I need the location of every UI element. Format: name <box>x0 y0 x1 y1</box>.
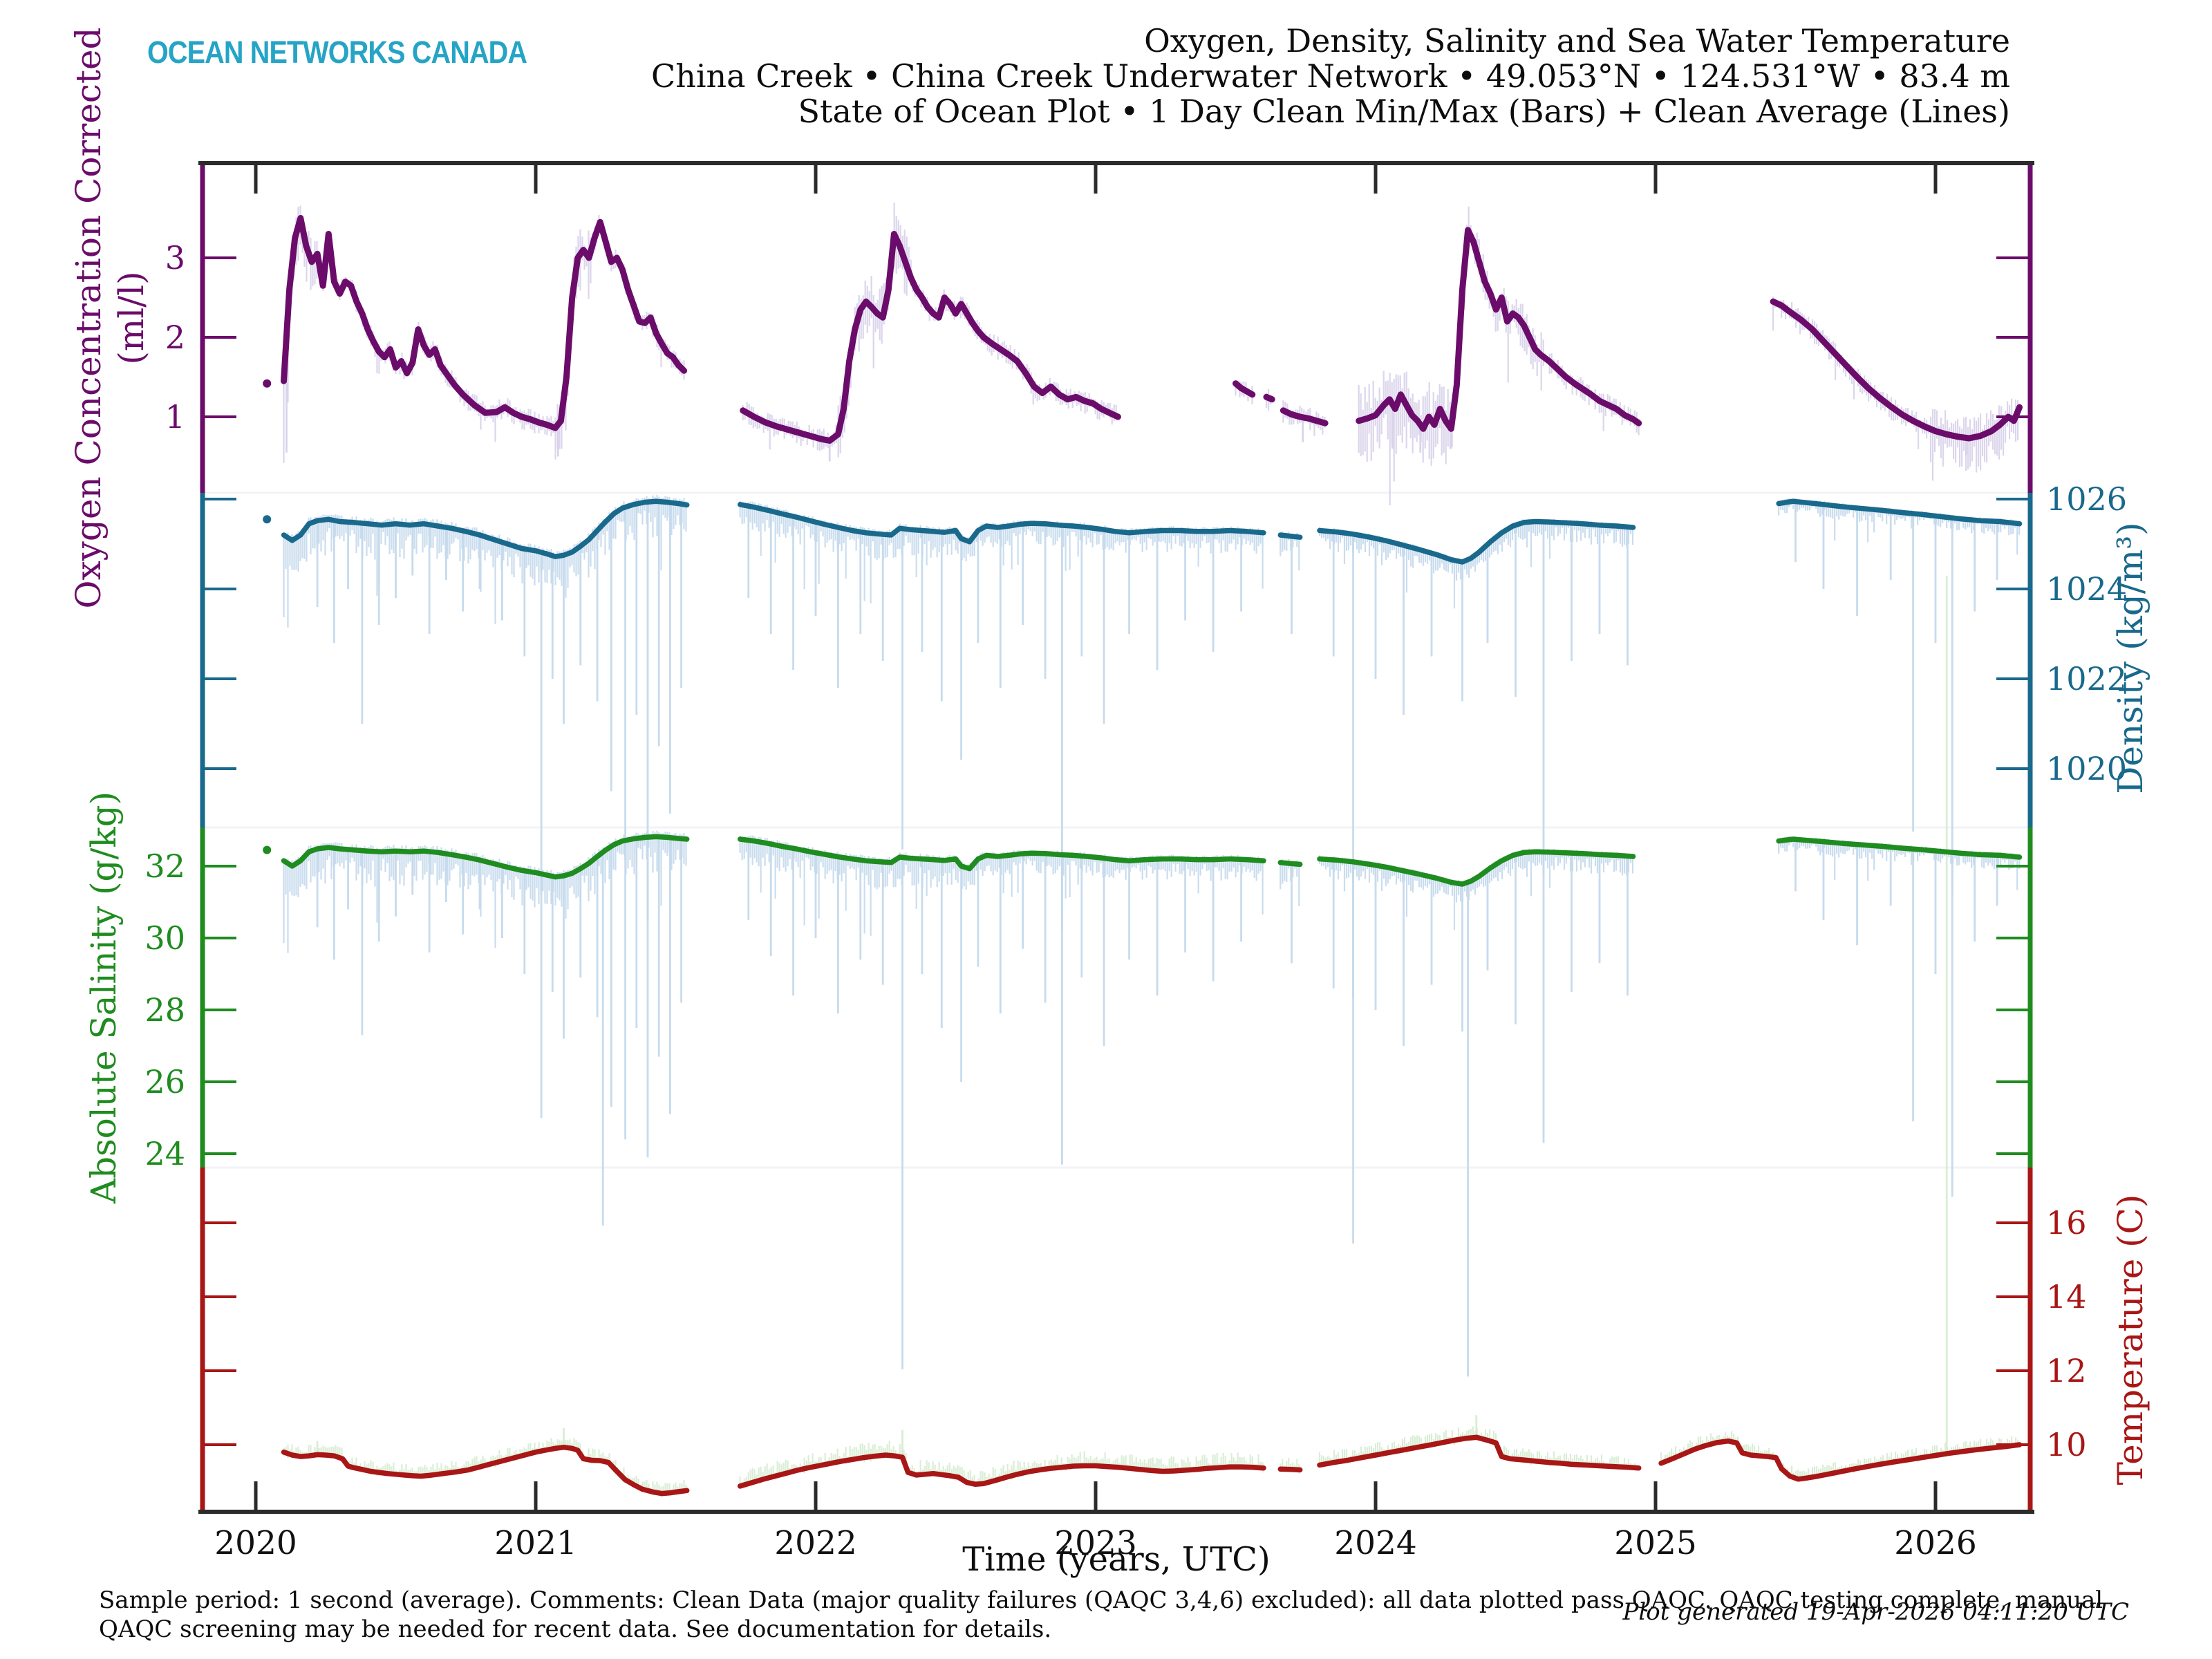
svg-text:1026: 1026 <box>2046 480 2127 518</box>
svg-text:14: 14 <box>2046 1278 2087 1315</box>
svg-text:2021: 2021 <box>494 1524 577 1562</box>
svg-text:3: 3 <box>165 239 185 276</box>
svg-text:2: 2 <box>165 319 185 356</box>
svg-text:30: 30 <box>144 919 185 957</box>
svg-text:2020: 2020 <box>214 1524 297 1562</box>
plot-generated-timestamp: Plot generated 19-Apr-2026 04:11:20 UTC <box>1622 1598 2129 1626</box>
plot-title-block: Oxygen, Density, Salinity and Sea Water … <box>651 24 2010 129</box>
svg-text:1024: 1024 <box>2046 570 2127 608</box>
svg-text:2025: 2025 <box>1614 1524 1697 1562</box>
svg-text:24: 24 <box>144 1135 185 1172</box>
svg-text:1: 1 <box>165 398 185 435</box>
qaqc-caption: Sample period: 1 second (average). Comme… <box>99 1586 2103 1644</box>
qaqc-caption-line2: QAQC screening may be needed for recent … <box>99 1615 1052 1643</box>
plot-title-line3: State of Ocean Plot • 1 Day Clean Min/Ma… <box>798 93 2010 130</box>
svg-text:32: 32 <box>144 847 185 885</box>
qaqc-caption-line1: Sample period: 1 second (average). Comme… <box>99 1586 2103 1614</box>
x-axis-label: Time (years, UTC) <box>962 1540 1271 1579</box>
svg-text:2026: 2026 <box>1894 1524 1977 1562</box>
svg-text:2023: 2023 <box>1054 1524 1137 1562</box>
plot-title-line2: China Creek • China Creek Underwater Net… <box>651 57 2010 95</box>
svg-text:10: 10 <box>2046 1426 2087 1463</box>
svg-text:2022: 2022 <box>774 1524 857 1562</box>
plot-title-line1: Oxygen, Density, Salinity and Sea Water … <box>1144 22 2010 59</box>
ocean-networks-canada-logo: OCEAN NETWORKS CANADA <box>147 35 527 70</box>
svg-text:16: 16 <box>2046 1204 2087 1241</box>
svg-text:26: 26 <box>144 1063 185 1100</box>
svg-text:1022: 1022 <box>2046 660 2127 697</box>
svg-text:12: 12 <box>2046 1352 2087 1389</box>
svg-text:28: 28 <box>144 991 185 1029</box>
svg-text:1020: 1020 <box>2046 750 2127 787</box>
svg-text:2024: 2024 <box>1334 1524 1417 1562</box>
